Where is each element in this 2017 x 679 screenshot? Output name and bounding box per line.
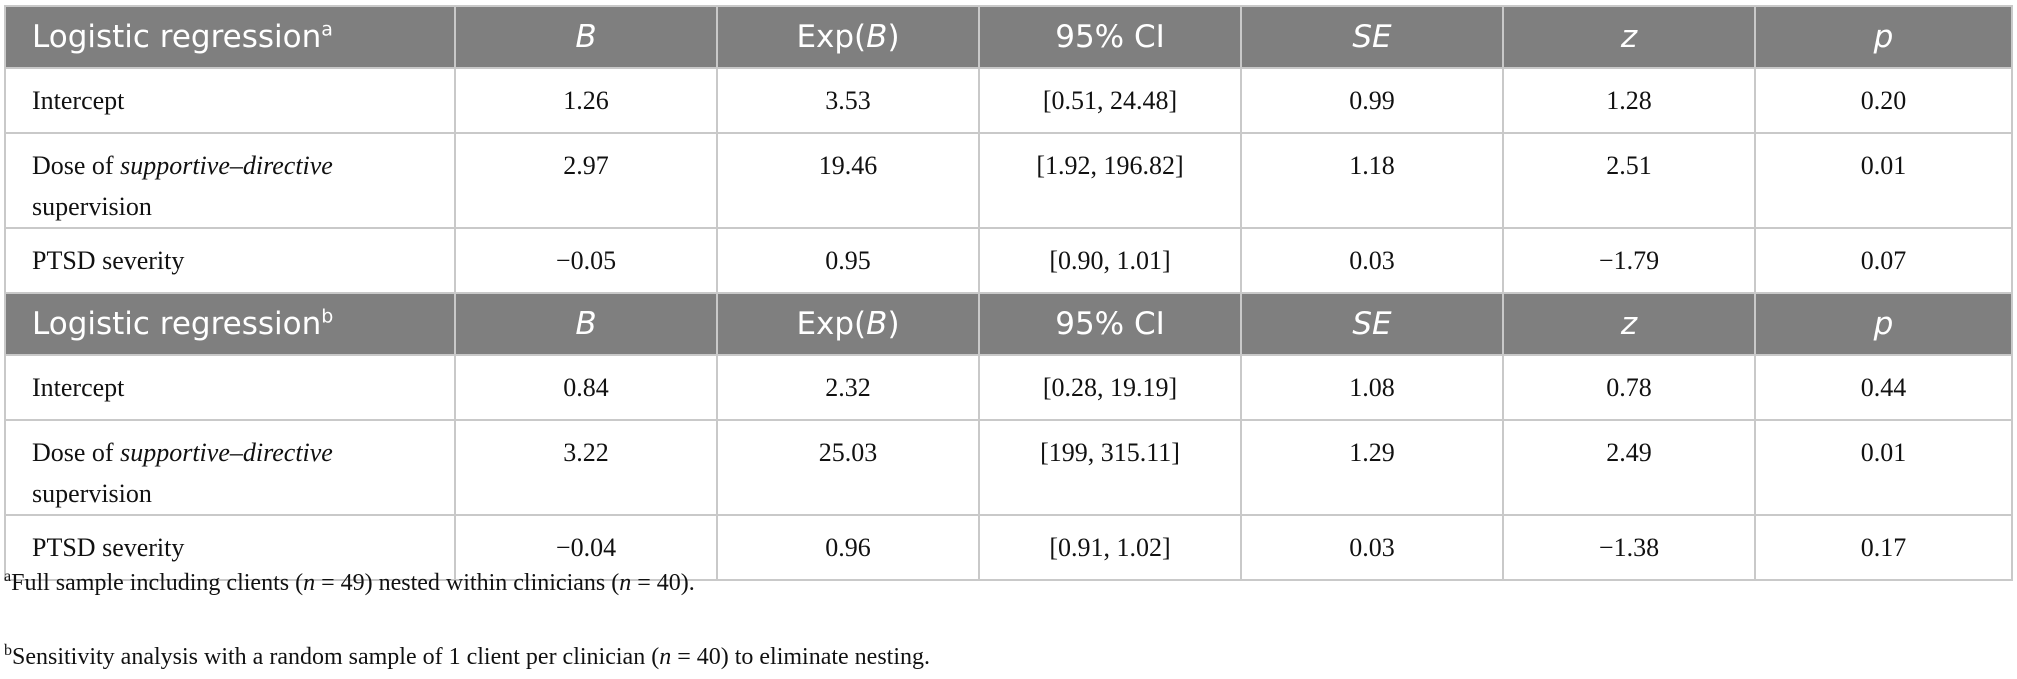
col-se-header: SE: [1240, 292, 1504, 356]
cell-z: 2.51: [1502, 132, 1756, 229]
col-expb-header: Exp(B): [716, 5, 980, 69]
header-title-b: Logistic regressionb: [4, 292, 456, 356]
table-row: Dose of supportive–directive supervision …: [4, 132, 2013, 229]
cell-p: 0.20: [1754, 67, 2013, 134]
cell-p: 0.01: [1754, 419, 2013, 516]
footnote-mark-b: b: [321, 305, 334, 328]
cell-expb: 25.03: [716, 419, 980, 516]
cell-expb: 3.53: [716, 67, 980, 134]
row-label: PTSD severity: [4, 514, 456, 581]
cell-se: 0.03: [1240, 514, 1504, 581]
cell-z: 0.78: [1502, 354, 1756, 421]
cell-b: −0.05: [454, 227, 718, 294]
footnote-b: bSensitivity analysis with a random samp…: [4, 642, 931, 671]
cell-se: 0.03: [1240, 227, 1504, 294]
cell-ci: [0.91, 1.02]: [978, 514, 1242, 581]
col-p-header: p: [1754, 292, 2013, 356]
table-row: Intercept 0.84 2.32 [0.28, 19.19] 1.08 0…: [4, 354, 2013, 421]
cell-se: 1.08: [1240, 354, 1504, 421]
cell-ci: [1.92, 196.82]: [978, 132, 1242, 229]
table-row: Dose of supportive–directive supervision …: [4, 419, 2013, 516]
cell-se: 1.29: [1240, 419, 1504, 516]
col-p-header: p: [1754, 5, 2013, 69]
col-z-header: z: [1502, 292, 1756, 356]
row-label: Dose of supportive–directive supervision: [4, 419, 456, 516]
cell-p: 0.17: [1754, 514, 2013, 581]
cell-se: 1.18: [1240, 132, 1504, 229]
section-header-b: Logistic regressionb B Exp(B) 95% CI SE …: [4, 292, 2013, 356]
section-header-a: Logistic regressiona B Exp(B) 95% CI SE …: [4, 5, 2013, 69]
cell-p: 0.01: [1754, 132, 2013, 229]
table-row: PTSD severity −0.04 0.96 [0.91, 1.02] 0.…: [4, 514, 2013, 581]
footnote-mark-a: a: [321, 18, 333, 41]
cell-expb: 2.32: [716, 354, 980, 421]
col-z-header: z: [1502, 5, 1756, 69]
cell-p: 0.44: [1754, 354, 2013, 421]
cell-expb: 0.95: [716, 227, 980, 294]
cell-b: 0.84: [454, 354, 718, 421]
cell-expb: 19.46: [716, 132, 980, 229]
cell-ci: [0.90, 1.01]: [978, 227, 1242, 294]
header-title-a: Logistic regressiona: [4, 5, 456, 69]
footnote-a: aFull sample including clients (n = 49) …: [4, 568, 695, 597]
col-expb-header: Exp(B): [716, 292, 980, 356]
cell-b: −0.04: [454, 514, 718, 581]
cell-ci: [0.28, 19.19]: [978, 354, 1242, 421]
cell-b: 3.22: [454, 419, 718, 516]
table-row: PTSD severity −0.05 0.95 [0.90, 1.01] 0.…: [4, 227, 2013, 294]
regression-table: Logistic regressiona B Exp(B) 95% CI SE …: [4, 5, 2013, 581]
col-b-header: B: [454, 292, 718, 356]
cell-z: −1.38: [1502, 514, 1756, 581]
row-label: Intercept: [4, 354, 456, 421]
cell-ci: [199, 315.11]: [978, 419, 1242, 516]
cell-z: 1.28: [1502, 67, 1756, 134]
row-label: Dose of supportive–directive supervision: [4, 132, 456, 229]
cell-b: 1.26: [454, 67, 718, 134]
cell-ci: [0.51, 24.48]: [978, 67, 1242, 134]
cell-p: 0.07: [1754, 227, 2013, 294]
col-ci-header: 95% CI: [978, 292, 1242, 356]
cell-expb: 0.96: [716, 514, 980, 581]
col-ci-header: 95% CI: [978, 5, 1242, 69]
row-label: Intercept: [4, 67, 456, 134]
cell-se: 0.99: [1240, 67, 1504, 134]
cell-z: 2.49: [1502, 419, 1756, 516]
cell-b: 2.97: [454, 132, 718, 229]
col-b-header: B: [454, 5, 718, 69]
row-label: PTSD severity: [4, 227, 456, 294]
col-se-header: SE: [1240, 5, 1504, 69]
cell-z: −1.79: [1502, 227, 1756, 294]
table-row: Intercept 1.26 3.53 [0.51, 24.48] 0.99 1…: [4, 67, 2013, 134]
